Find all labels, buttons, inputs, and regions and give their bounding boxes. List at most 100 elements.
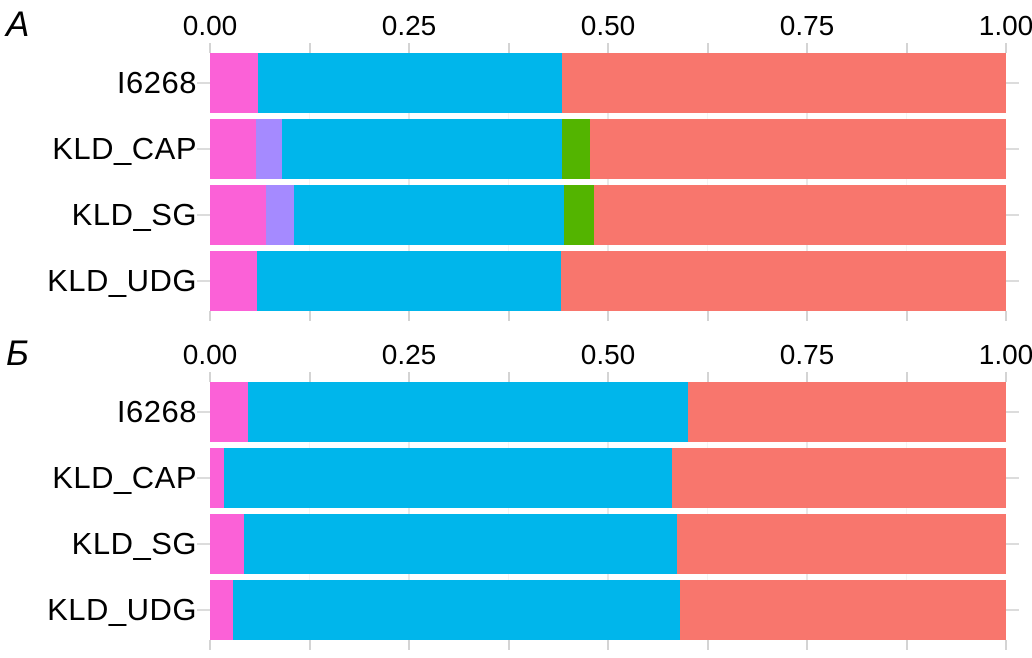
gridline — [607, 382, 609, 640]
gridline — [408, 53, 410, 311]
x-axis-tick-bottom — [507, 640, 510, 650]
cyan-segment — [248, 382, 688, 442]
cyan-segment — [256, 251, 562, 311]
bar-row-kld_sg — [210, 185, 1006, 245]
x-axis-tick-top — [308, 43, 311, 53]
x-axis-tick-top — [706, 372, 709, 382]
x-axis-tick-bottom — [607, 311, 609, 321]
x-axis-tick-bottom — [1005, 640, 1007, 650]
x-axis-tick-bottom — [209, 640, 211, 650]
category-tick-left — [197, 280, 210, 282]
bar-row-i6268 — [210, 382, 1006, 442]
x-axis-tick-bottom — [806, 311, 808, 321]
x-axis-tick-top — [209, 43, 211, 53]
category-tick-left — [197, 148, 210, 150]
bar-row-kld_udg — [210, 251, 1006, 311]
magenta-segment — [210, 580, 234, 640]
panel-b-plot: 0.00 0.25 0.50 0.75 1.00 I6268 KLD_CAP KLD_SG KL… — [0, 329, 1032, 658]
x-axis-tick-top — [806, 43, 808, 53]
category-label-kld_sg: KLD_SG — [71, 526, 197, 561]
x-axis-tick-label: 1.00 — [978, 339, 1032, 370]
x-axis-tick-top — [1005, 372, 1007, 382]
gridline — [507, 53, 509, 311]
magenta-segment — [210, 185, 266, 245]
bar-row-kld_udg — [210, 580, 1006, 640]
category-tick-left — [197, 411, 210, 413]
x-axis-tick-top — [209, 372, 211, 382]
x-axis-tick-label: 0.75 — [779, 10, 835, 41]
x-axis-tick-bottom — [209, 311, 211, 321]
gridline — [408, 382, 410, 640]
salmon-segment — [679, 580, 1006, 640]
x-axis-tick-label: 0.00 — [182, 339, 238, 370]
salmon-segment — [677, 514, 1006, 574]
cyan-segment — [244, 514, 678, 574]
cyan-segment — [233, 580, 680, 640]
x-axis-tick-label: 0.50 — [580, 10, 636, 41]
x-axis-tick-label: 0.00 — [182, 10, 238, 41]
category-tick-left — [197, 609, 210, 611]
magenta-segment — [210, 514, 245, 574]
magenta-segment — [210, 119, 257, 179]
category-label-kld_sg: KLD_SG — [71, 197, 197, 232]
x-axis-tick-bottom — [408, 640, 410, 650]
panel-a: A 0.00 0.25 0.50 0.75 1.00 I6268 KLD_CAP KLD_SG… — [6, 6, 1032, 321]
purple-segment — [256, 119, 283, 179]
category-tick-right — [1006, 411, 1019, 413]
bar-row-kld_sg — [210, 514, 1006, 574]
magenta-segment — [210, 53, 258, 113]
category-label-i6268: I6268 — [116, 65, 197, 100]
category-tick-right — [1006, 477, 1019, 479]
category-tick-right — [1006, 148, 1019, 150]
gridline — [308, 382, 310, 640]
green-segment — [561, 119, 591, 179]
category-tick-left — [197, 477, 210, 479]
category-label-kld_udg: KLD_UDG — [47, 263, 197, 298]
category-tick-right — [1006, 280, 1019, 282]
x-axis-tick-top — [308, 372, 311, 382]
bar-row-kld_cap — [210, 448, 1006, 508]
gridline — [905, 382, 907, 640]
panel-b-label: Б — [6, 334, 29, 373]
x-axis-tick-label: 0.25 — [381, 10, 437, 41]
x-axis-tick-bottom — [905, 311, 908, 321]
gridline — [806, 382, 808, 640]
x-axis-tick-bottom — [308, 311, 311, 321]
magenta-segment — [210, 448, 225, 508]
category-tick-left — [197, 543, 210, 545]
x-axis-tick-bottom — [1005, 311, 1007, 321]
x-axis-tick-label: 0.75 — [779, 339, 835, 370]
green-segment — [564, 185, 595, 245]
x-axis-tick-top — [905, 372, 908, 382]
x-axis-tick-bottom — [706, 640, 709, 650]
salmon-segment — [590, 119, 1006, 179]
category-label-kld_udg: KLD_UDG — [47, 592, 197, 627]
x-axis-tick-bottom — [905, 640, 908, 650]
salmon-segment — [671, 448, 1006, 508]
cyan-segment — [224, 448, 672, 508]
salmon-segment — [561, 251, 1006, 311]
gridline — [706, 53, 708, 311]
gridline — [905, 53, 907, 311]
category-label-kld_cap: KLD_CAP — [52, 131, 197, 166]
x-axis-tick-top — [806, 372, 808, 382]
x-axis-tick-bottom — [507, 311, 510, 321]
x-axis-tick-bottom — [806, 640, 808, 650]
category-label-i6268: I6268 — [116, 394, 197, 429]
cyan-segment — [293, 185, 565, 245]
gridline — [607, 53, 609, 311]
salmon-segment — [687, 382, 1006, 442]
gridline — [806, 53, 808, 311]
x-axis-tick-top — [607, 43, 609, 53]
cyan-segment — [282, 119, 562, 179]
panel-b: Б 0.00 0.25 0.50 0.75 1.00 I6268 KLD_CAP KLD_SG… — [0, 329, 1032, 658]
x-axis-tick-top — [607, 372, 609, 382]
cyan-segment — [257, 53, 562, 113]
panel-a-plot: 0.00 0.25 0.50 0.75 1.00 I6268 KLD_CAP KLD_SG KL… — [47, 10, 1032, 321]
x-axis-tick-bottom — [308, 640, 311, 650]
x-axis-tick-top — [408, 372, 410, 382]
bars-area — [210, 382, 1006, 640]
x-axis-tick-label: 1.00 — [978, 10, 1032, 41]
x-axis-tick-bottom — [706, 311, 709, 321]
gridline — [507, 382, 509, 640]
